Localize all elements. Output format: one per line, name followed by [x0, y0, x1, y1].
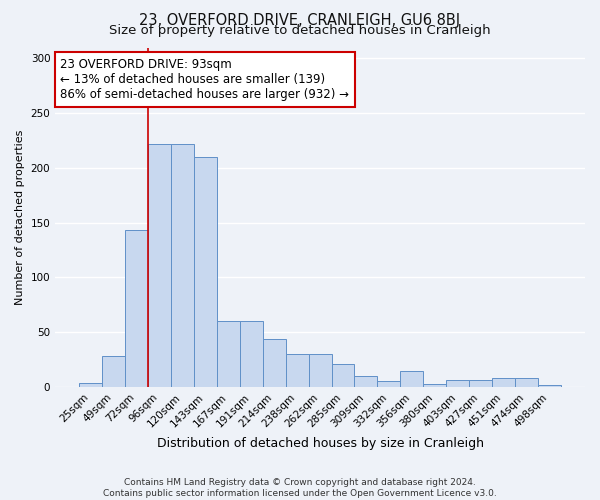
- Y-axis label: Number of detached properties: Number of detached properties: [15, 130, 25, 305]
- Bar: [332, 364, 355, 387]
- Bar: [125, 230, 148, 387]
- Bar: [446, 380, 469, 387]
- Bar: [194, 157, 217, 387]
- Bar: [217, 321, 240, 387]
- X-axis label: Distribution of detached houses by size in Cranleigh: Distribution of detached houses by size …: [157, 437, 484, 450]
- Bar: [263, 339, 286, 387]
- Bar: [377, 382, 400, 387]
- Bar: [538, 385, 561, 387]
- Text: 23 OVERFORD DRIVE: 93sqm
← 13% of detached houses are smaller (139)
86% of semi-: 23 OVERFORD DRIVE: 93sqm ← 13% of detach…: [61, 58, 349, 100]
- Text: Size of property relative to detached houses in Cranleigh: Size of property relative to detached ho…: [109, 24, 491, 37]
- Bar: [492, 378, 515, 387]
- Bar: [515, 378, 538, 387]
- Text: Contains HM Land Registry data © Crown copyright and database right 2024.
Contai: Contains HM Land Registry data © Crown c…: [103, 478, 497, 498]
- Bar: [148, 144, 171, 387]
- Bar: [102, 356, 125, 387]
- Bar: [286, 354, 308, 387]
- Bar: [79, 382, 102, 387]
- Bar: [423, 384, 446, 387]
- Bar: [308, 354, 332, 387]
- Bar: [400, 370, 423, 387]
- Bar: [355, 376, 377, 387]
- Text: 23, OVERFORD DRIVE, CRANLEIGH, GU6 8BJ: 23, OVERFORD DRIVE, CRANLEIGH, GU6 8BJ: [139, 12, 461, 28]
- Bar: [240, 321, 263, 387]
- Bar: [171, 144, 194, 387]
- Bar: [469, 380, 492, 387]
